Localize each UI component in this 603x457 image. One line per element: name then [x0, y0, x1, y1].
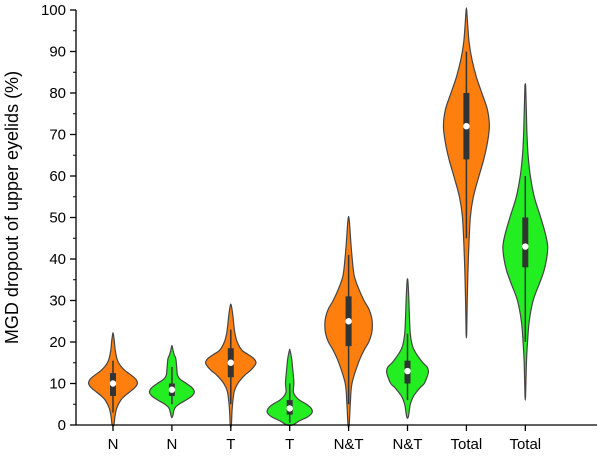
- y-tick-label: 70: [49, 127, 66, 144]
- y-tick-label: 60: [49, 168, 66, 185]
- violin-median-dot: [522, 243, 529, 250]
- y-tick-label: 100: [41, 2, 66, 19]
- violin-median-dot: [463, 123, 470, 130]
- y-tick-label: 30: [49, 293, 66, 310]
- x-tick-label: Total: [509, 436, 541, 453]
- violin-group-total-green: [502, 83, 549, 401]
- violin-median-dot: [404, 367, 411, 375]
- violin-group-total-orange: [442, 7, 490, 339]
- violin-group-nandt-green: [385, 278, 430, 419]
- violin-iqr-box: [522, 217, 529, 268]
- violins-layer: [88, 7, 549, 429]
- x-tick-label: Total: [451, 436, 483, 453]
- y-tick-label: 90: [49, 44, 66, 61]
- x-tick-label: T: [285, 436, 294, 453]
- y-axis-ticks: 0 10 20 30 40 50 60 70 80 90 100: [41, 2, 76, 434]
- x-axis-ticks: N N T T N&T N&T Total Total: [108, 425, 541, 453]
- violin-group-n-orange: [88, 332, 138, 427]
- y-tick-label: 40: [49, 251, 66, 268]
- y-axis-title: MGD dropout of upper eyelids (%): [2, 71, 22, 344]
- x-tick-label: N: [108, 436, 119, 453]
- violin-median-dot: [168, 386, 176, 393]
- y-tick-label: 20: [49, 334, 66, 351]
- violin-group-t-orange: [204, 303, 257, 428]
- x-tick-label: T: [226, 436, 235, 453]
- y-tick-label: 50: [49, 210, 66, 227]
- violin-median-dot: [286, 405, 293, 412]
- violin-group-t-green: [266, 348, 313, 427]
- violin-median-dot: [227, 359, 234, 366]
- x-tick-label: N&T: [393, 436, 423, 453]
- x-tick-label: N&T: [334, 436, 364, 453]
- violin-group-nandt-orange: [324, 215, 374, 429]
- violin-group-n-green: [148, 345, 195, 419]
- y-tick-label: 0: [58, 417, 66, 434]
- violin-median-dot: [345, 318, 352, 325]
- x-tick-label: N: [166, 436, 177, 453]
- y-tick-label: 10: [49, 376, 66, 393]
- violin-median-dot: [109, 380, 117, 387]
- y-tick-label: 80: [49, 85, 66, 102]
